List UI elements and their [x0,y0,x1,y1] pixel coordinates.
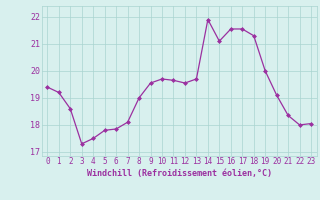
X-axis label: Windchill (Refroidissement éolien,°C): Windchill (Refroidissement éolien,°C) [87,169,272,178]
